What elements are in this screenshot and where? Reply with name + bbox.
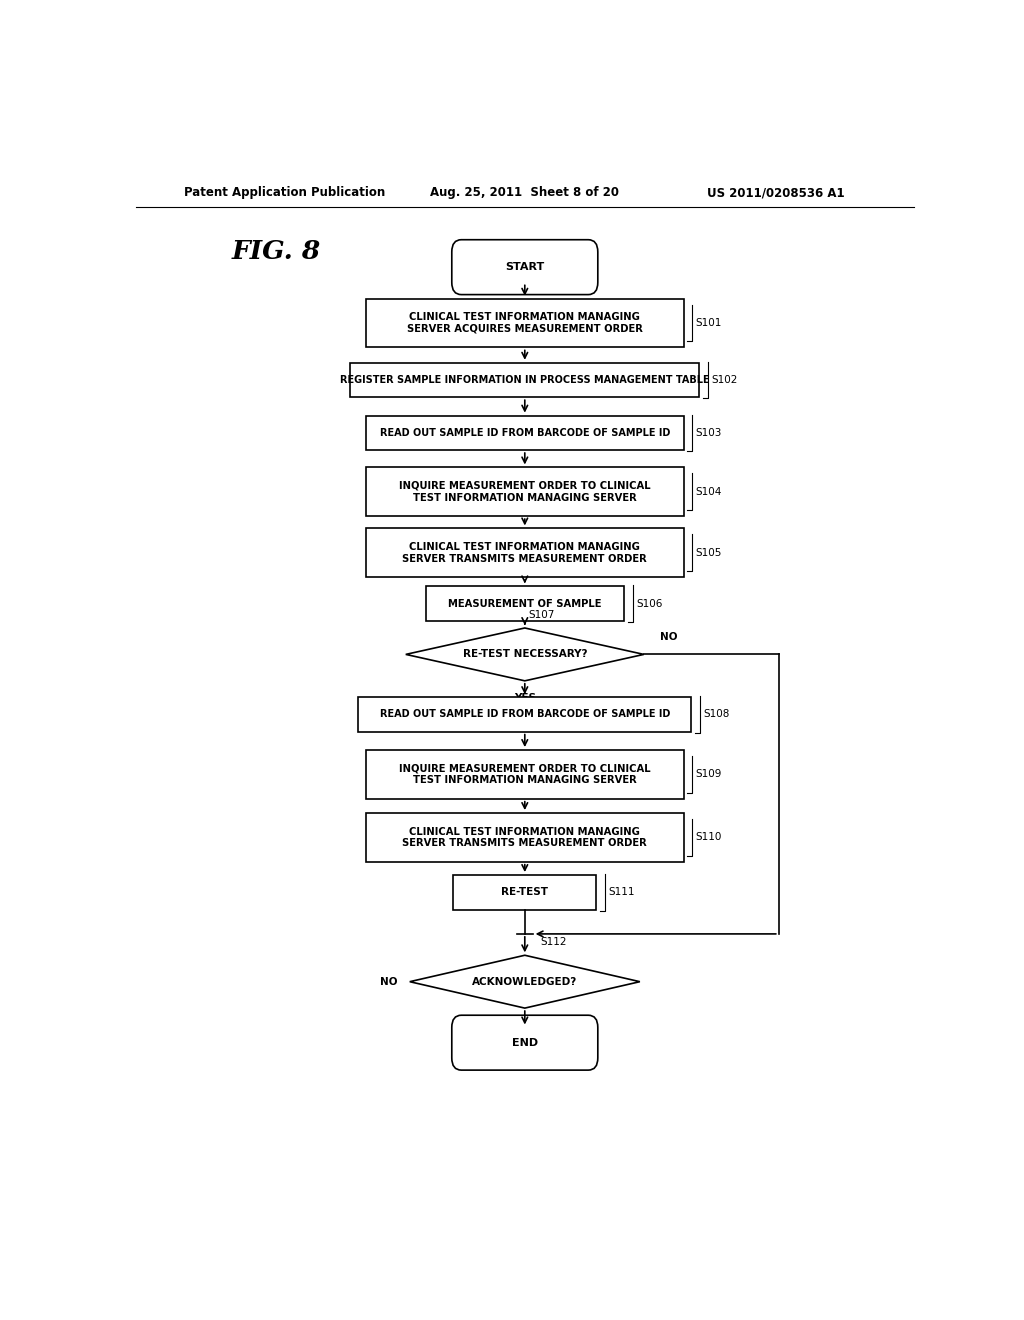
Bar: [367, 298, 684, 347]
Text: FIG. 8: FIG. 8: [231, 239, 321, 264]
Text: Patent Application Publication: Patent Application Publication: [183, 186, 385, 199]
Text: YES: YES: [514, 693, 536, 704]
Text: S109: S109: [695, 770, 722, 779]
Text: CLINICAL TEST INFORMATION MANAGING
SERVER ACQUIRES MEASUREMENT ORDER: CLINICAL TEST INFORMATION MANAGING SERVE…: [407, 313, 643, 334]
Text: RE-TEST NECESSARY?: RE-TEST NECESSARY?: [463, 649, 587, 660]
Text: S106: S106: [636, 598, 663, 609]
Polygon shape: [406, 628, 644, 681]
Text: CLINICAL TEST INFORMATION MANAGING
SERVER TRANSMITS MEASUREMENT ORDER: CLINICAL TEST INFORMATION MANAGING SERVE…: [402, 826, 647, 849]
Text: INQUIRE MEASUREMENT ORDER TO CLINICAL
TEST INFORMATION MANAGING SERVER: INQUIRE MEASUREMENT ORDER TO CLINICAL TE…: [399, 763, 650, 785]
Bar: [367, 416, 684, 450]
Text: ACKNOWLEDGED?: ACKNOWLEDGED?: [472, 977, 578, 986]
Text: START: START: [505, 263, 545, 272]
Text: Aug. 25, 2011  Sheet 8 of 20: Aug. 25, 2011 Sheet 8 of 20: [430, 186, 618, 199]
Text: S107: S107: [528, 610, 555, 620]
Bar: [350, 363, 699, 397]
Text: MEASUREMENT OF SAMPLE: MEASUREMENT OF SAMPLE: [449, 598, 601, 609]
Bar: [426, 586, 624, 620]
Text: CLINICAL TEST INFORMATION MANAGING
SERVER TRANSMITS MEASUREMENT ORDER: CLINICAL TEST INFORMATION MANAGING SERVE…: [402, 543, 647, 564]
Text: YES: YES: [514, 1018, 536, 1028]
Text: RE-TEST: RE-TEST: [502, 887, 548, 898]
Text: US 2011/0208536 A1: US 2011/0208536 A1: [708, 186, 845, 199]
Text: END: END: [512, 1038, 538, 1048]
Text: INQUIRE MEASUREMENT ORDER TO CLINICAL
TEST INFORMATION MANAGING SERVER: INQUIRE MEASUREMENT ORDER TO CLINICAL TE…: [399, 480, 650, 503]
Bar: [358, 697, 691, 731]
FancyBboxPatch shape: [452, 240, 598, 294]
Text: REGISTER SAMPLE INFORMATION IN PROCESS MANAGEMENT TABLE: REGISTER SAMPLE INFORMATION IN PROCESS M…: [340, 375, 710, 385]
Text: READ OUT SAMPLE ID FROM BARCODE OF SAMPLE ID: READ OUT SAMPLE ID FROM BARCODE OF SAMPL…: [380, 709, 670, 719]
Text: S104: S104: [695, 487, 722, 496]
Text: READ OUT SAMPLE ID FROM BARCODE OF SAMPLE ID: READ OUT SAMPLE ID FROM BARCODE OF SAMPL…: [380, 428, 670, 438]
Text: S112: S112: [541, 937, 567, 948]
Bar: [454, 875, 596, 909]
Text: S110: S110: [695, 833, 722, 842]
Polygon shape: [410, 956, 640, 1008]
Bar: [367, 467, 684, 516]
Bar: [367, 750, 684, 799]
FancyBboxPatch shape: [452, 1015, 598, 1071]
Text: S108: S108: [703, 709, 730, 719]
Text: S105: S105: [695, 548, 722, 558]
Text: S101: S101: [695, 318, 722, 329]
Text: NO: NO: [380, 977, 397, 986]
Text: S111: S111: [608, 887, 635, 898]
Bar: [367, 528, 684, 577]
Bar: [367, 813, 684, 862]
Text: S102: S102: [712, 375, 737, 385]
Text: S103: S103: [695, 428, 722, 438]
Text: NO: NO: [659, 632, 677, 643]
